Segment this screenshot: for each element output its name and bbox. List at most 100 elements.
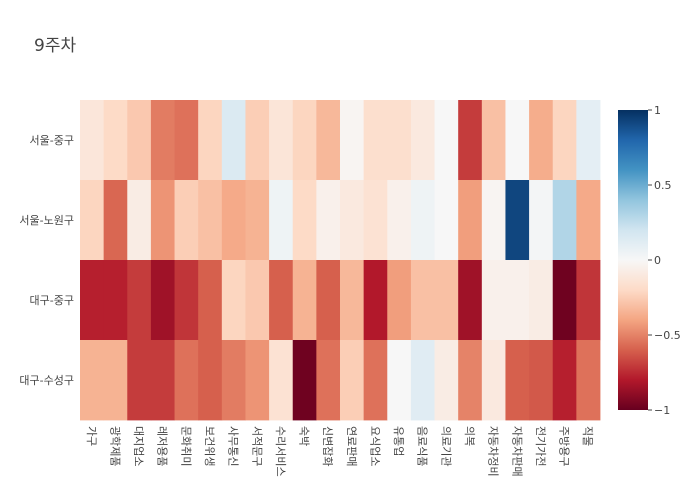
heatmap-cell <box>127 260 152 341</box>
heatmap-cell <box>505 260 530 341</box>
x-tick-label: 유통업 <box>392 426 405 456</box>
heatmap-cell <box>316 260 341 341</box>
heatmap-cell <box>127 340 152 421</box>
heatmap-cell <box>387 260 412 341</box>
heatmap-cell <box>529 100 554 181</box>
heatmap-cell <box>221 180 246 261</box>
x-tick-label: 사무통신 <box>227 426 240 466</box>
heatmap-cell <box>269 260 294 341</box>
heatmap-cell <box>103 100 128 181</box>
x-tick-label: 자동차판매 <box>510 426 523 477</box>
colorbar-tick-label: −0.5 <box>654 329 681 342</box>
x-tick-label: 의복 <box>463 426 476 446</box>
x-tick-label: 의료기관 <box>439 426 452 466</box>
heatmap-cell <box>552 100 577 181</box>
colorbar-tick-label: 0.5 <box>654 179 672 192</box>
heatmap-cell <box>481 100 506 181</box>
heatmap-cell <box>198 260 223 341</box>
heatmap-cell <box>387 100 412 181</box>
heatmap-cell <box>174 260 199 341</box>
heatmap-cell <box>292 340 317 421</box>
heatmap-cell <box>410 260 435 341</box>
heatmap-cell <box>316 100 341 181</box>
x-tick-label: 직물 <box>581 426 594 446</box>
heatmap-cell <box>458 100 483 181</box>
heatmap-cell <box>363 260 388 341</box>
heatmap-cell <box>174 180 199 261</box>
heatmap-cell <box>434 180 459 261</box>
heatmap-cell <box>552 340 577 421</box>
heatmap-cell <box>340 180 365 261</box>
x-tick-label: 전기가전 <box>534 426 547 466</box>
x-tick-label: 요식업소 <box>368 426 381 466</box>
colorbar-tick-label: −1 <box>654 404 670 417</box>
heatmap-cell <box>434 100 459 181</box>
x-tick-label: 보건위생 <box>203 426 216 466</box>
heatmap-cell <box>576 180 601 261</box>
heatmap-cell <box>221 100 246 181</box>
heatmap-cell <box>198 340 223 421</box>
heatmap-cell <box>198 100 223 181</box>
x-tick-label: 수리서비스 <box>274 426 287 477</box>
heatmap-cell <box>458 260 483 341</box>
heatmap-cell <box>363 340 388 421</box>
heatmap-cell <box>340 340 365 421</box>
heatmap-cell <box>316 180 341 261</box>
heatmap-cell <box>316 340 341 421</box>
x-tick-label: 레저용품 <box>156 426 169 466</box>
y-tick-label: 서울-노원구 <box>19 214 74 227</box>
heatmap-cell <box>80 340 105 421</box>
heatmap-cell <box>245 260 270 341</box>
x-tick-label: 음료식품 <box>416 426 429 466</box>
heatmap-cell <box>245 180 270 261</box>
heatmap-cell <box>458 340 483 421</box>
heatmap-cell <box>410 180 435 261</box>
x-tick-label: 서적문구 <box>250 426 263 466</box>
x-tick-label: 대지업소 <box>132 426 145 466</box>
heatmap-cell <box>269 100 294 181</box>
heatmap-cell <box>576 260 601 341</box>
colorbar-tick-label: 1 <box>654 104 661 117</box>
colorbar-tick-label: 0 <box>654 254 661 267</box>
x-axis-labels: 가구 광학제품 대지업소 레저용품 문화취미 보건위생 사무통신 서적문구 수리서비스 숙박 신변잡… <box>85 426 594 477</box>
heatmap-cell <box>552 180 577 261</box>
heatmap-cell <box>363 100 388 181</box>
heatmap-cell <box>292 100 317 181</box>
x-tick-label: 가구 <box>85 426 98 446</box>
heatmap-cell <box>481 340 506 421</box>
heatmap-cell <box>505 100 530 181</box>
heatmap-cell <box>269 340 294 421</box>
y-tick-label: 대구-수성구 <box>19 374 74 387</box>
x-tick-label: 광학제품 <box>108 426 121 466</box>
heatmap-cell <box>150 260 175 341</box>
heatmap-cell <box>245 340 270 421</box>
heatmap-cell <box>505 180 530 261</box>
x-tick-label: 숙박 <box>298 426 311 446</box>
heatmap-cell <box>221 340 246 421</box>
heatmap-cell <box>292 260 317 341</box>
heatmap-cell <box>363 180 388 261</box>
heatmap-cell <box>80 260 105 341</box>
colorbar-gradient <box>618 110 648 410</box>
heatmap-cell <box>458 180 483 261</box>
heatmap-cell <box>410 340 435 421</box>
heatmap-cell <box>127 180 152 261</box>
heatmap-cell <box>198 180 223 261</box>
heatmap-cell <box>127 100 152 181</box>
heatmap-cell <box>174 340 199 421</box>
y-tick-label: 대구-중구 <box>30 294 74 307</box>
chart-title: 9주차 <box>34 36 76 56</box>
heatmap-cell <box>410 100 435 181</box>
heatmap-cell <box>245 100 270 181</box>
heatmap-cell <box>340 100 365 181</box>
heatmap-cell <box>576 100 601 181</box>
heatmap-cell <box>292 180 317 261</box>
heatmap-cell <box>80 180 105 261</box>
heatmap-cell <box>221 260 246 341</box>
heatmap-cell <box>387 180 412 261</box>
heatmap-cell <box>174 100 199 181</box>
heatmap-cell <box>505 340 530 421</box>
heatmap-cell <box>103 260 128 341</box>
